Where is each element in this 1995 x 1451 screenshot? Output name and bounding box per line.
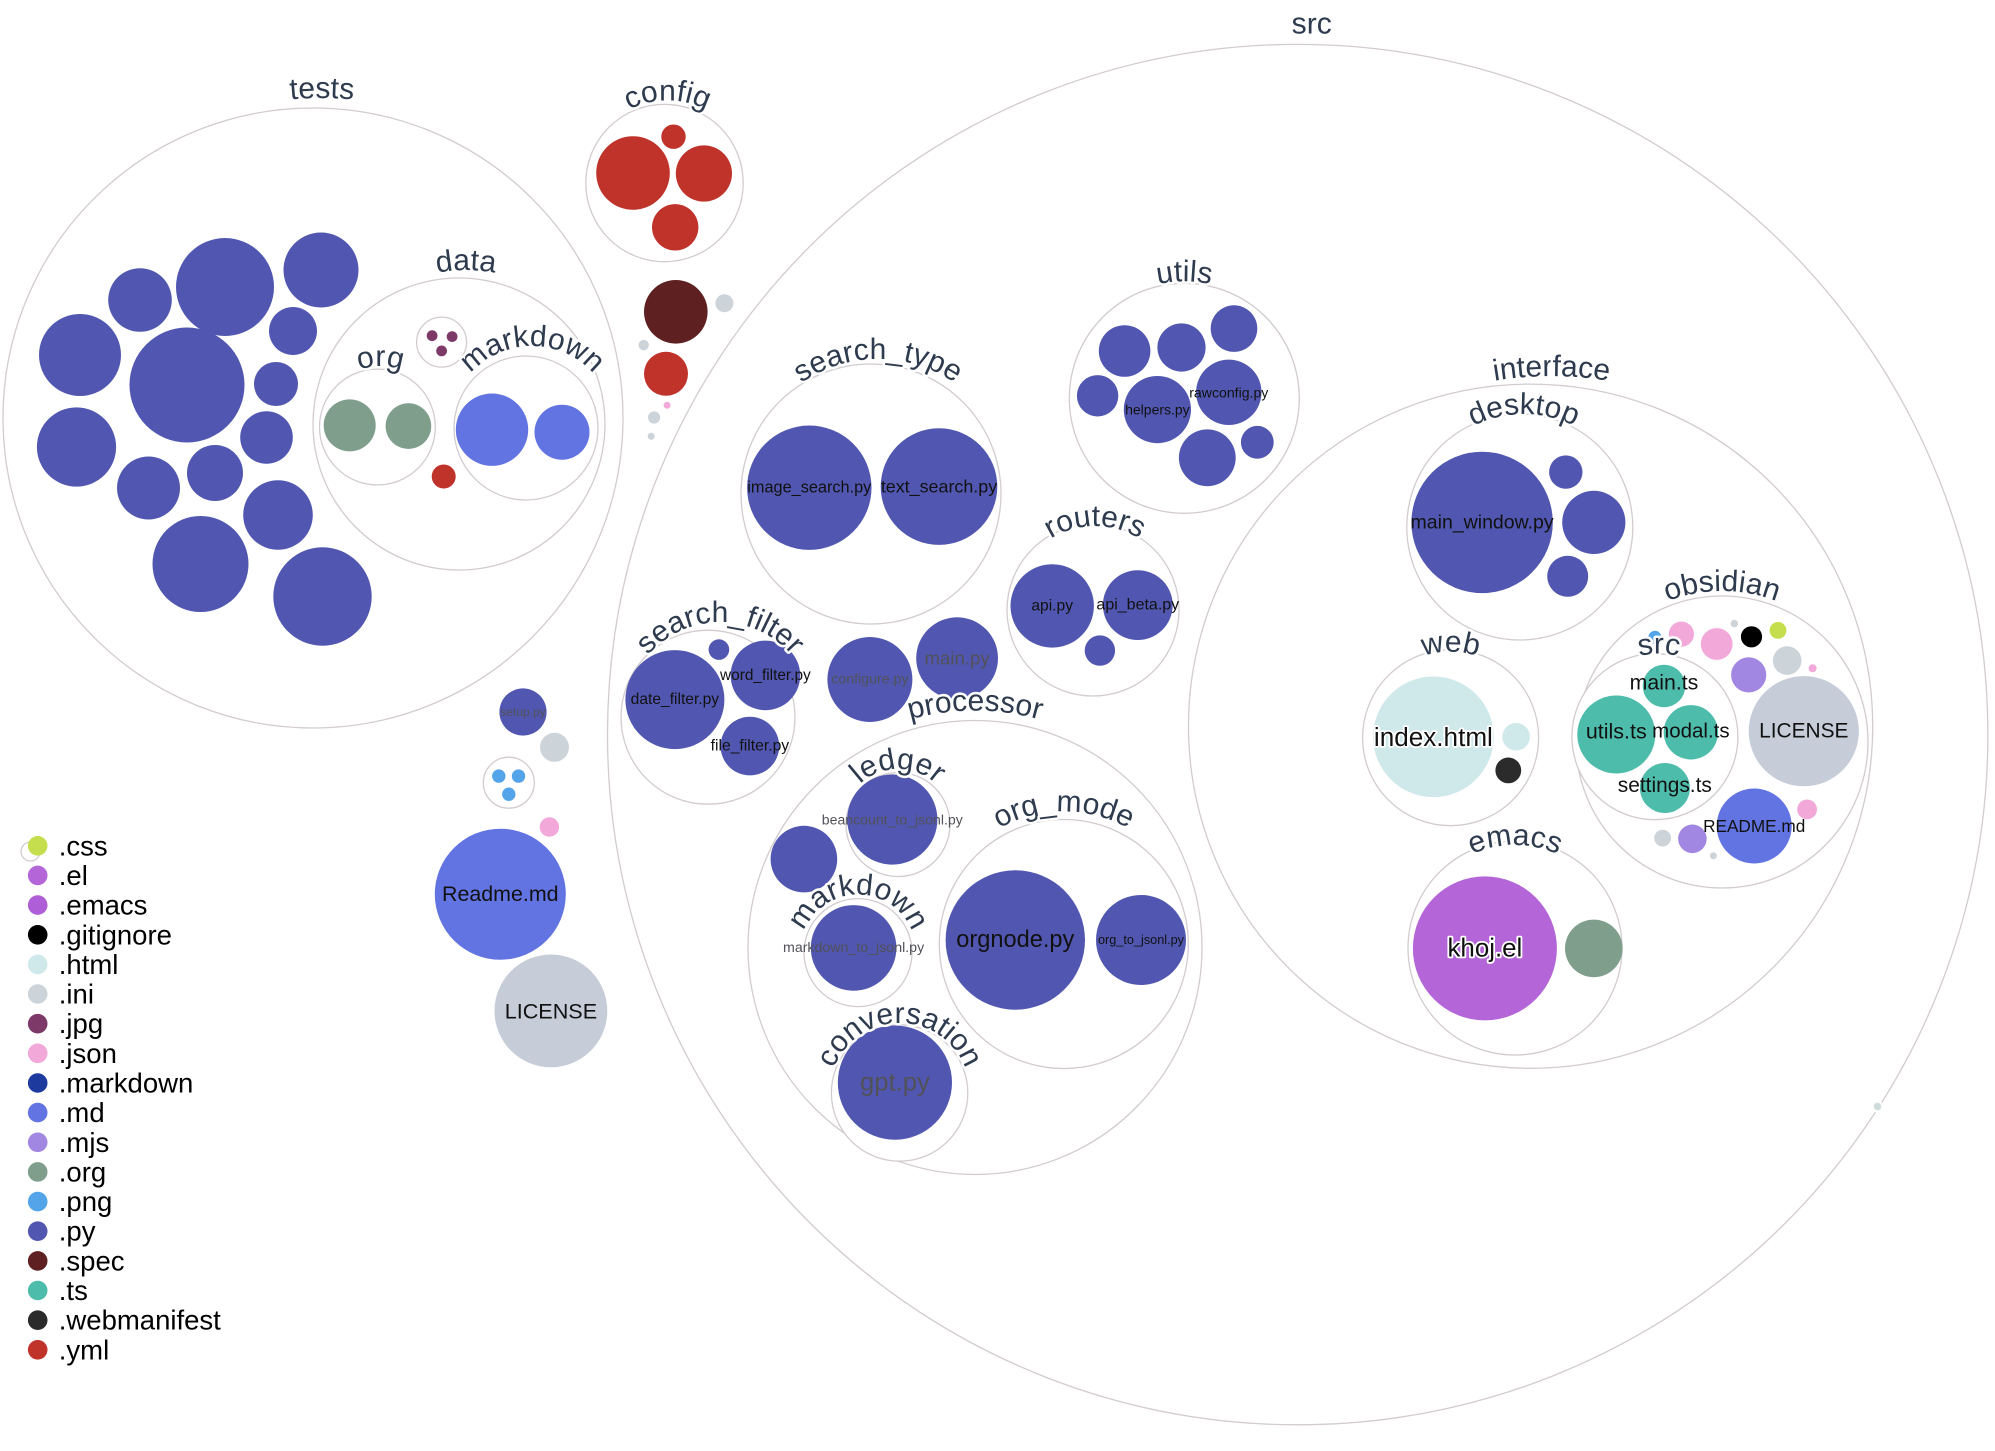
svg-text:utils: utils	[1154, 255, 1215, 291]
svg-text:.emacs: .emacs	[59, 890, 148, 921]
svg-text:configure.py: configure.py	[831, 672, 909, 688]
svg-text:LICENSE: LICENSE	[1759, 720, 1848, 743]
svg-text:text_search.py: text_search.py	[881, 477, 997, 498]
svg-text:README.md: README.md	[1703, 816, 1805, 836]
svg-text:orgnode.py: orgnode.py	[956, 927, 1074, 953]
svg-text:api_beta.py: api_beta.py	[1096, 597, 1179, 614]
svg-text:web: web	[1417, 626, 1483, 663]
svg-text:utils.ts: utils.ts	[1586, 720, 1647, 744]
svg-text:.mjs: .mjs	[59, 1127, 109, 1158]
svg-text:.spec: .spec	[59, 1245, 125, 1276]
svg-text:.jpg: .jpg	[59, 1008, 103, 1039]
svg-text:.png: .png	[59, 1186, 113, 1217]
svg-text:index.html: index.html	[1374, 722, 1493, 752]
svg-text:.ini: .ini	[59, 979, 94, 1010]
svg-text:helpers.py: helpers.py	[1125, 402, 1190, 418]
svg-text:markdown_to_jsonl.py: markdown_to_jsonl.py	[783, 940, 925, 956]
svg-text:.html: .html	[59, 949, 119, 980]
svg-text:.css: .css	[59, 830, 108, 861]
svg-text:data: data	[433, 244, 498, 280]
svg-text:org: org	[353, 340, 407, 376]
svg-text:.yml: .yml	[59, 1334, 109, 1365]
svg-text:src: src	[1635, 628, 1682, 663]
svg-text:.markdown: .markdown	[59, 1068, 194, 1099]
svg-text:.gitignore: .gitignore	[59, 919, 172, 950]
svg-text:org_to_jsonl.py: org_to_jsonl.py	[1098, 933, 1185, 947]
svg-text:.org: .org	[59, 1156, 106, 1187]
svg-text:.md: .md	[59, 1097, 105, 1128]
svg-text:src: src	[1291, 7, 1332, 40]
svg-text:.ts: .ts	[59, 1275, 88, 1306]
svg-text:.py: .py	[59, 1216, 96, 1247]
svg-text:image_search.py: image_search.py	[747, 479, 872, 497]
svg-text:.webmanifest: .webmanifest	[59, 1305, 221, 1336]
svg-text:word_filter.py: word_filter.py	[719, 667, 811, 684]
svg-text:main_window.py: main_window.py	[1411, 511, 1554, 533]
svg-text:.el: .el	[59, 860, 88, 891]
svg-text:LICENSE: LICENSE	[505, 998, 597, 1023]
svg-text:main.ts: main.ts	[1630, 671, 1699, 695]
svg-text:file_filter.py: file_filter.py	[711, 738, 790, 755]
svg-text:interface: interface	[1490, 350, 1612, 388]
svg-text:gpt.py: gpt.py	[860, 1069, 930, 1097]
svg-text:modal.ts: modal.ts	[1652, 720, 1729, 743]
svg-text:main.py: main.py	[925, 648, 991, 669]
svg-text:khoj.el: khoj.el	[1447, 934, 1522, 962]
svg-text:date_filter.py: date_filter.py	[631, 691, 720, 708]
svg-text:api.py: api.py	[1031, 597, 1073, 614]
svg-text:setup.py: setup.py	[500, 705, 545, 719]
svg-text:settings.ts: settings.ts	[1618, 774, 1712, 797]
svg-text:rawconfig.py: rawconfig.py	[1189, 384, 1269, 400]
svg-text:.json: .json	[59, 1038, 117, 1069]
svg-text:beancount_to_jsonl.py: beancount_to_jsonl.py	[822, 812, 964, 828]
svg-text:Readme.md: Readme.md	[442, 882, 559, 906]
